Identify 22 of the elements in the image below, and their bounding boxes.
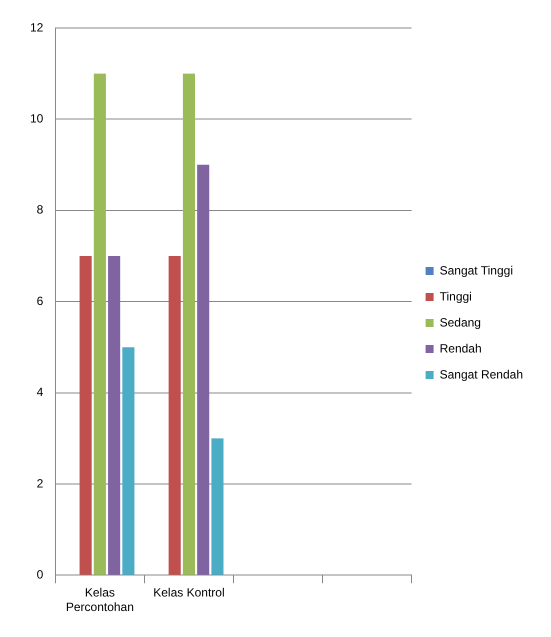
y-tick-label: 2 bbox=[36, 476, 44, 490]
bar bbox=[197, 164, 210, 575]
bar bbox=[80, 256, 92, 575]
y-tick-label: 12 bbox=[30, 20, 44, 34]
bar bbox=[168, 256, 181, 575]
legend-label: Tinggi bbox=[440, 289, 472, 304]
legend-label: Sedang bbox=[440, 315, 481, 330]
x-tick-label: Kelas Percontohan bbox=[66, 586, 134, 614]
y-tick-label: 0 bbox=[36, 568, 44, 582]
bar bbox=[182, 74, 195, 575]
x-tick-label: Kelas Kontrol bbox=[153, 586, 225, 600]
y-tick-label: 10 bbox=[30, 112, 44, 126]
bar bbox=[211, 438, 224, 575]
y-tick-label: 6 bbox=[36, 294, 44, 308]
y-tick-label: 4 bbox=[36, 385, 44, 400]
legend-label: Sangat Rendah bbox=[440, 367, 524, 382]
bar bbox=[108, 256, 120, 575]
legend-label: Rendah bbox=[440, 341, 482, 356]
y-tick-label: 8 bbox=[36, 202, 44, 217]
legend-label: Sangat Tinggi bbox=[440, 263, 513, 278]
bar bbox=[122, 347, 134, 575]
bar bbox=[94, 74, 106, 575]
